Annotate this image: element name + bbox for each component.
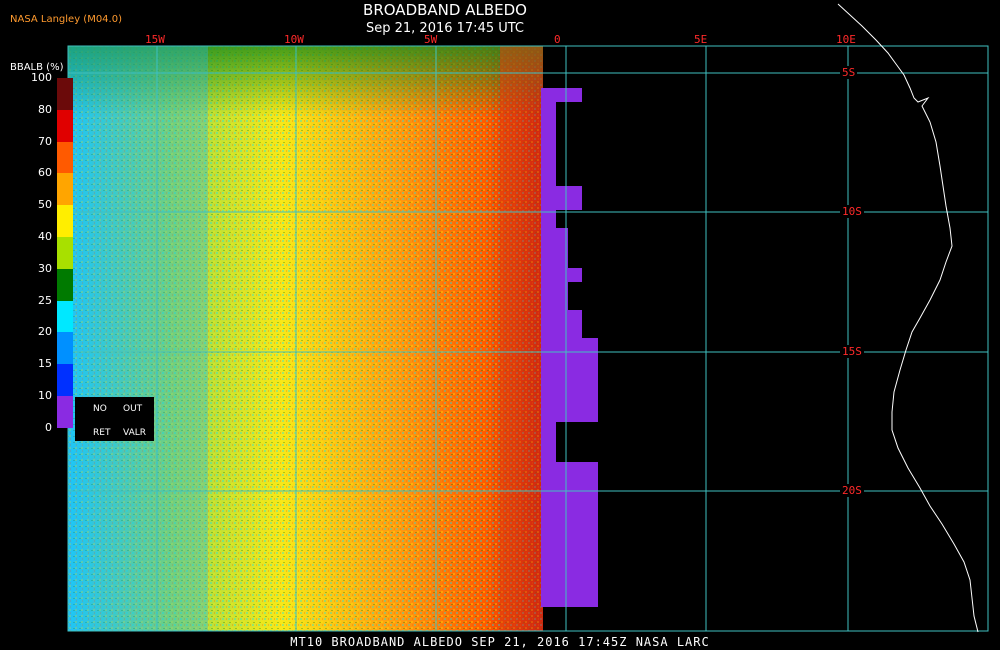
credit-text: NASA Langley (M04.0)	[10, 14, 122, 25]
legend-out: OUT	[123, 404, 143, 414]
longitude-label: 15W	[145, 33, 165, 46]
no-retrieval-block	[541, 540, 598, 606]
no-retrieval-block	[541, 606, 598, 607]
latitude-label: 10S	[840, 205, 864, 218]
colorbar-swatch	[57, 173, 73, 206]
longitude-label: 5W	[424, 33, 438, 46]
colorbar-tick-label: 10	[38, 389, 52, 402]
no-retrieval-region	[541, 88, 598, 607]
colorbar-tick-label: 60	[38, 166, 52, 180]
no-retrieval-block	[541, 338, 598, 422]
colorbar-tick-label: 25	[38, 293, 52, 307]
colorbar-swatch	[57, 78, 73, 111]
colorbar-swatch	[57, 109, 73, 143]
longitude-label: 5E	[694, 33, 708, 46]
coastline	[837, 3, 979, 633]
colorbar-tick-label: 100	[31, 71, 52, 84]
latitude-label: 5S	[840, 66, 858, 79]
colorbar-swatch	[57, 332, 73, 365]
no-retrieval-block	[541, 310, 582, 338]
colorbar-tick-label: 0	[45, 420, 52, 434]
latitude-label: 20S	[840, 484, 864, 497]
colorbar-swatch	[57, 300, 73, 333]
no-retrieval-block	[541, 128, 556, 186]
colorbar-swatch	[57, 364, 73, 397]
colorbar-tick-label: 50	[38, 198, 52, 212]
legend-ret: RET	[93, 428, 111, 438]
legend-no: NO	[93, 404, 107, 414]
longitude-label: 0	[554, 33, 561, 46]
longitude-label: 10E	[836, 33, 856, 46]
colorbar-tick-label: 15	[38, 357, 52, 371]
colorbar-swatch	[57, 141, 73, 174]
colorbar-tick-label: 80	[38, 102, 52, 116]
colorbar-tick-label: 70	[38, 134, 52, 148]
no-retrieval-block	[541, 186, 582, 210]
no-retrieval-block	[541, 268, 582, 282]
no-retrieval-block	[541, 102, 556, 128]
colorbar-tick-label: 40	[38, 230, 52, 243]
no-retrieval-block	[541, 422, 556, 462]
no-retrieval-block	[541, 88, 582, 102]
colorbar-tick-label: 30	[38, 261, 52, 275]
longitude-label: 10W	[284, 33, 304, 46]
colorbar-title: BBALB (%)	[10, 62, 64, 73]
latitude-label: 15S	[840, 345, 864, 358]
colorbar-swatch	[57, 237, 73, 270]
no-retrieval-block	[541, 228, 568, 268]
colorbar-swatch	[57, 268, 73, 302]
no-retrieval-block	[541, 210, 556, 228]
legend-valr: VALR	[123, 428, 147, 438]
status-legend: NO OUT RET VALR	[75, 397, 154, 441]
no-retrieval-block	[541, 462, 598, 540]
no-retrieval-block	[541, 282, 568, 310]
colorbar-tick-label: 20	[38, 325, 52, 339]
satellite-swath	[68, 46, 543, 631]
lat-lon-grid	[67, 45, 989, 632]
colorbar-swatch	[57, 205, 73, 238]
map-title: BROADBAND ALBEDO	[363, 1, 527, 19]
map-datetime: Sep 21, 2016 17:45 UTC	[365, 21, 525, 36]
footer-caption: MT10 BROADBAND ALBEDO SEP 21, 2016 17:45…	[290, 635, 710, 649]
colorbar-swatch	[57, 396, 73, 429]
